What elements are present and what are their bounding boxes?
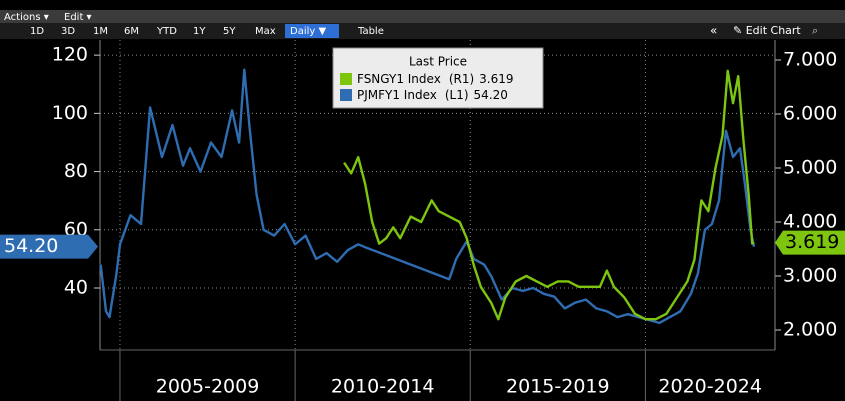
- range-button[interactable]: Daily ▼: [290, 26, 326, 37]
- range-bar: [0, 23, 845, 39]
- menu[interactable]: Edit ▾: [64, 12, 92, 23]
- legend-axis: (R1): [449, 72, 474, 86]
- x-tick-label: 2005-2009: [156, 376, 260, 398]
- tool: ⌕: [812, 24, 818, 37]
- legend-value: 3.619: [479, 72, 513, 86]
- legend-name: PJMFY1 Index: [357, 88, 437, 102]
- y-tick-label: 40: [64, 277, 88, 299]
- y2-tick-label: 4.000: [783, 211, 837, 233]
- last-value-tag: [775, 230, 845, 255]
- legend-entry: FSNGY1 Index (R1) 3.619: [357, 72, 514, 86]
- legend-entry: PJMFY1 Index (L1) 54.20: [357, 88, 508, 102]
- legend-axis: (L1): [445, 88, 469, 102]
- range-button[interactable]: 1M: [93, 26, 108, 37]
- legend-title: Last Price: [409, 55, 467, 69]
- range-button[interactable]: Max: [255, 26, 276, 37]
- range-button[interactable]: YTD: [156, 26, 177, 37]
- series-line: [99, 68, 756, 325]
- range-button[interactable]: 1D: [30, 26, 44, 37]
- range-button[interactable]: 5Y: [223, 26, 236, 37]
- menu[interactable]: Actions ▾: [4, 12, 49, 23]
- y-tick-label: 120: [52, 44, 88, 66]
- tool[interactable]: «: [710, 24, 717, 38]
- last-value-label: 54.20: [4, 235, 58, 257]
- series-line: [343, 69, 755, 321]
- legend-swatch: [340, 73, 352, 85]
- legend-swatch: [340, 89, 352, 101]
- last-value-tag: [0, 234, 98, 259]
- legend: [332, 47, 544, 109]
- y-tick-label: 100: [52, 102, 88, 124]
- legend-name: FSNGY1 Index: [357, 72, 441, 86]
- x-tick-label: 2015-2019: [506, 376, 610, 398]
- tool[interactable]: ✎ Edit Chart: [733, 24, 801, 37]
- range-button[interactable]: 3D: [61, 26, 75, 37]
- y2-tick-label: 3.000: [783, 265, 837, 287]
- y-tick-label: 80: [64, 160, 88, 182]
- y2-tick-label: 5.000: [783, 156, 837, 178]
- x-tick-label: 2010-2014: [331, 376, 435, 398]
- legend-value: 54.20: [474, 88, 508, 102]
- y2-tick-label: 7.000: [783, 48, 837, 70]
- range-button[interactable]: Table: [357, 26, 384, 37]
- last-value-label: 3.619: [785, 231, 839, 253]
- menu-bar: [0, 10, 845, 23]
- y2-tick-label: 6.000: [783, 102, 837, 124]
- range-button[interactable]: 6M: [124, 26, 139, 37]
- range-button[interactable]: 1Y: [193, 26, 206, 37]
- active-range: [285, 24, 339, 38]
- x-tick-label: 2020-2024: [658, 376, 762, 398]
- y2-tick-label: 2.000: [783, 319, 837, 341]
